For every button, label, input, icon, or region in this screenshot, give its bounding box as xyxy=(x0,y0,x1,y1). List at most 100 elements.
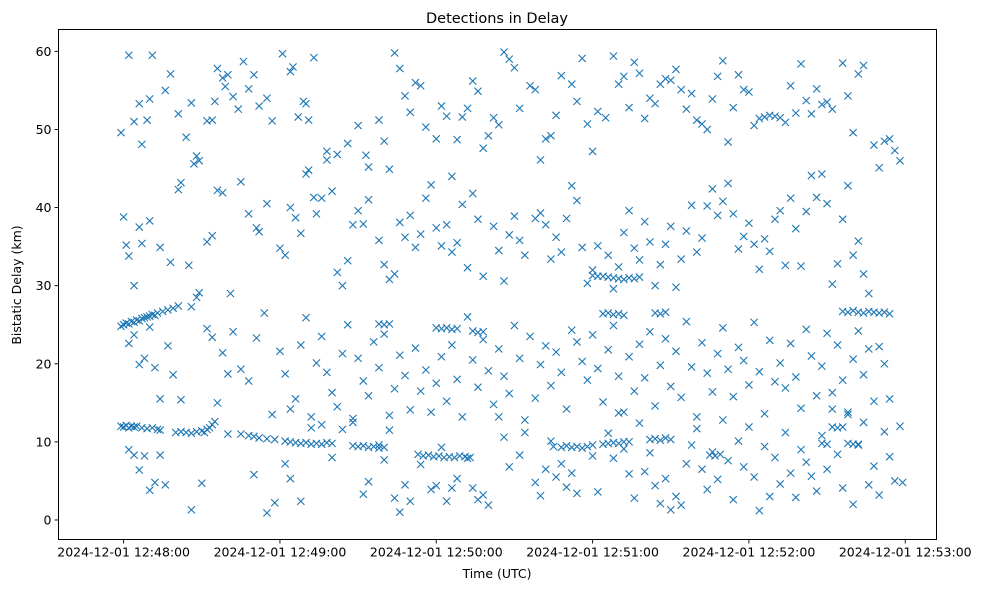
data-point-421 xyxy=(130,330,139,339)
data-point-648 xyxy=(755,506,764,515)
data-point-414 xyxy=(838,215,847,224)
y-tick-label-5: 50 xyxy=(36,122,52,137)
x-tick-label-0: 2024-12-01 12:48:00 xyxy=(57,545,190,560)
data-point-225 xyxy=(536,155,545,164)
x-tick-label-4: 2024-12-01 12:52:00 xyxy=(683,545,816,560)
data-point-222 xyxy=(515,104,524,113)
data-point-370 xyxy=(609,284,618,293)
data-point-663 xyxy=(833,450,842,459)
data-point-609 xyxy=(536,491,545,500)
data-point-534 xyxy=(750,318,759,327)
data-point-661 xyxy=(823,465,832,474)
data-point-426 xyxy=(156,394,165,403)
data-point-255 xyxy=(703,125,712,134)
data-point-393 xyxy=(729,209,738,218)
data-point-84 xyxy=(588,441,597,449)
data-point-212 xyxy=(463,104,472,113)
data-point-332 xyxy=(395,218,404,227)
data-point-62 xyxy=(369,442,378,451)
data-point-400 xyxy=(765,247,774,256)
data-point-383 xyxy=(677,255,686,264)
data-point-42 xyxy=(236,430,245,439)
data-point-542 xyxy=(791,373,800,382)
data-point-513 xyxy=(640,373,649,382)
data-point-24 xyxy=(130,423,139,432)
data-point-162 xyxy=(182,133,191,142)
data-point-336 xyxy=(416,230,425,239)
data-point-403 xyxy=(781,261,790,270)
chart-title: Detections in Delay xyxy=(426,11,568,27)
data-point-236 xyxy=(601,113,610,122)
data-point-502 xyxy=(583,376,592,385)
data-point-471 xyxy=(421,366,430,375)
data-point-492 xyxy=(531,394,540,403)
data-point-103 xyxy=(838,423,847,432)
data-point-328 xyxy=(374,236,383,245)
data-point-456 xyxy=(343,320,352,329)
data-point-586 xyxy=(380,455,389,464)
data-point-192 xyxy=(343,139,352,148)
data-point-184 xyxy=(288,62,297,71)
data-point-92 xyxy=(651,434,660,443)
data-point-381 xyxy=(666,222,675,231)
data-point-425 xyxy=(150,363,159,372)
data-point-152 xyxy=(124,51,133,60)
data-point-309 xyxy=(275,244,284,253)
data-point-673 xyxy=(885,452,894,461)
data-point-64 xyxy=(380,443,389,452)
data-point-55 xyxy=(317,440,326,449)
data-point-238 xyxy=(614,80,623,89)
data-point-631 xyxy=(666,505,675,514)
data-point-72 xyxy=(450,453,459,462)
data-point-618 xyxy=(593,487,602,496)
data-point-47 xyxy=(270,435,279,444)
data-point-338 xyxy=(427,180,436,189)
data-point-407 xyxy=(802,207,811,216)
data-point-558 xyxy=(875,342,884,351)
data-point-466 xyxy=(395,351,404,360)
data-point-436 xyxy=(223,369,232,378)
data-point-44 xyxy=(249,432,258,441)
data-point-623 xyxy=(625,469,634,478)
data-point-366 xyxy=(583,279,592,288)
data-point-396 xyxy=(744,219,753,228)
data-point-465 xyxy=(390,384,399,393)
data-point-293 xyxy=(156,243,165,252)
data-point-355 xyxy=(520,251,529,260)
data-point-552 xyxy=(843,410,852,419)
data-point-363 xyxy=(567,181,576,190)
data-point-302 xyxy=(218,188,227,197)
data-point-180 xyxy=(262,94,271,103)
data-point-449 xyxy=(307,412,316,421)
data-point-292 xyxy=(145,216,154,225)
data-point-344 xyxy=(458,200,467,209)
data-point-320 xyxy=(328,187,337,196)
data-point-194 xyxy=(361,151,370,160)
data-point-268 xyxy=(797,59,806,68)
data-point-611 xyxy=(546,437,555,446)
data-point-157 xyxy=(145,95,154,103)
data-point-269 xyxy=(802,96,811,105)
data-point-259 xyxy=(724,137,733,146)
data-point-17 xyxy=(169,304,178,313)
data-point-324 xyxy=(348,220,357,229)
data-point-294 xyxy=(166,258,175,267)
data-point-163 xyxy=(187,98,196,107)
data-point-265 xyxy=(781,118,790,127)
data-point-520 xyxy=(677,393,686,402)
data-point-193 xyxy=(354,121,363,130)
data-point-210 xyxy=(453,135,462,144)
data-point-279 xyxy=(859,61,868,70)
data-point-398 xyxy=(755,265,764,274)
data-point-270 xyxy=(807,109,816,118)
data-point-439 xyxy=(244,376,253,385)
data-point-351 xyxy=(500,276,509,285)
data-point-218 xyxy=(494,120,503,129)
data-point-262 xyxy=(739,85,748,94)
data-point-659 xyxy=(812,487,821,496)
data-point-672 xyxy=(880,427,889,436)
data-point-577 xyxy=(296,497,305,506)
data-point-199 xyxy=(390,48,399,57)
data-point-418 xyxy=(859,269,868,278)
data-point-95 xyxy=(666,435,675,444)
